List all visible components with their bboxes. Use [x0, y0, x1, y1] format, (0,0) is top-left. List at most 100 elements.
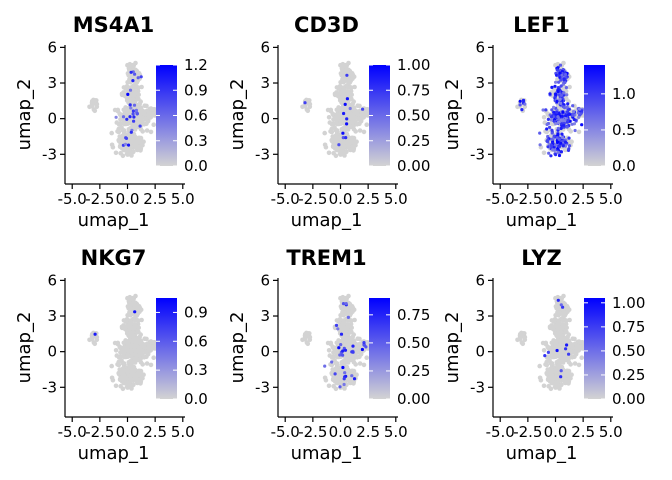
cell-point	[361, 362, 367, 368]
cell-point	[325, 107, 331, 113]
cell-point-expressing	[559, 375, 563, 379]
colorbar: 0.0 0.3 0.6 0.9 1.2	[156, 56, 208, 175]
colorbar-tick-label: 0.00	[397, 390, 430, 408]
cell-point-expressing	[556, 132, 560, 137]
cell-point	[145, 108, 150, 114]
cell-point-expressing	[562, 91, 566, 95]
cell-point	[554, 343, 559, 348]
colorbar-tick-label: 0.6	[184, 332, 208, 350]
cell-point-expressing	[343, 348, 348, 352]
cell-point	[354, 355, 360, 360]
cell-point-expressing	[550, 131, 554, 135]
cell-point	[132, 143, 138, 149]
cell-point	[132, 89, 138, 95]
cell-point	[120, 361, 126, 366]
cell-point	[329, 370, 335, 376]
y-tick-label: 0	[47, 110, 57, 128]
cell-point-expressing	[564, 347, 568, 351]
cell-point	[549, 120, 554, 126]
cell-point-expressing	[131, 79, 135, 83]
cell-point-expressing	[546, 145, 550, 149]
cell-point-expressing	[351, 344, 355, 348]
cell-point	[346, 60, 351, 66]
colorbar-tick-label: 0.50	[397, 334, 430, 352]
cell-point-expressing	[303, 101, 307, 105]
cell-point	[555, 338, 560, 343]
y-tick-label: 6	[260, 38, 270, 56]
cell-point	[127, 373, 132, 378]
cell-point	[335, 147, 341, 153]
cell-point	[554, 332, 560, 337]
y-tick-label: 6	[260, 271, 270, 289]
cell-point	[145, 341, 150, 347]
y-tick-label: -3	[255, 145, 270, 163]
cell-point-expressing	[344, 302, 348, 306]
cell-point	[345, 358, 350, 364]
cell-point	[116, 370, 121, 376]
x-tick-label: 5.0	[384, 190, 408, 208]
cell-point	[120, 133, 126, 138]
cell-point	[552, 368, 558, 373]
cell-point-expressing	[549, 115, 554, 119]
cell-point	[132, 125, 137, 131]
cell-point	[121, 107, 127, 113]
cell-point	[142, 345, 148, 350]
x-tick-label: -5.0	[271, 423, 300, 441]
cell-point	[130, 343, 135, 348]
colorbar-tick-label: 0.25	[397, 362, 430, 380]
cell-point	[561, 293, 566, 299]
x-tick-label: -2.5	[513, 423, 542, 441]
y-tick-label: 0	[475, 110, 485, 128]
cell-point-expressing	[559, 78, 563, 82]
cell-point-expressing	[567, 147, 571, 151]
cell-point	[144, 361, 150, 366]
cell-point	[112, 107, 118, 113]
cell-point	[125, 121, 130, 126]
x-axis-label: umap_1	[78, 443, 150, 464]
colorbar-tick-label: 0.9	[184, 303, 208, 321]
cell-point-expressing	[342, 111, 346, 116]
cell-point-expressing	[555, 110, 559, 114]
cell-point-expressing	[546, 138, 550, 142]
cell-point-expressing	[557, 145, 562, 149]
cell-point	[540, 340, 546, 346]
cell-point-expressing	[552, 134, 556, 138]
cell-point	[358, 341, 363, 347]
cell-point	[562, 339, 568, 344]
cell-point	[343, 334, 349, 339]
cell-point	[127, 150, 133, 155]
cell-point-expressing	[543, 354, 547, 358]
cell-point	[94, 337, 100, 343]
cell-point-expressing	[560, 132, 564, 136]
cell-point-expressing	[559, 303, 563, 307]
cell-point-expressing	[341, 353, 345, 357]
cell-point	[517, 337, 522, 342]
cell-point	[558, 352, 563, 357]
cell-point	[357, 128, 363, 133]
cell-point	[132, 347, 137, 352]
cell-point-expressing	[545, 122, 549, 127]
cell-point-expressing	[566, 113, 571, 117]
cell-point	[129, 366, 135, 372]
cell-point	[568, 362, 573, 367]
x-tick-label: -2.5	[85, 423, 114, 441]
cell-point	[541, 348, 547, 353]
cell-point	[547, 376, 552, 382]
cell-point-expressing	[352, 377, 357, 381]
colorbar-tick-label: 0.00	[397, 157, 430, 175]
colorbar-tick-label: 1.0	[612, 85, 636, 103]
panel-title: LEF1	[513, 13, 570, 37]
cell-point-expressing	[556, 126, 561, 130]
x-tick-label: 2.5	[356, 190, 380, 208]
cell-point	[116, 126, 121, 132]
colorbar-tick-label: 0.00	[612, 390, 645, 408]
cell-point	[302, 104, 307, 109]
cell-point-expressing	[523, 102, 527, 106]
cell-point	[553, 295, 558, 301]
cell-point-expressing	[129, 70, 133, 74]
x-tick-label: -5.0	[486, 423, 515, 441]
cell-point-expressing	[554, 153, 558, 157]
cell-point-expressing	[521, 98, 526, 102]
cell-point	[123, 86, 129, 91]
